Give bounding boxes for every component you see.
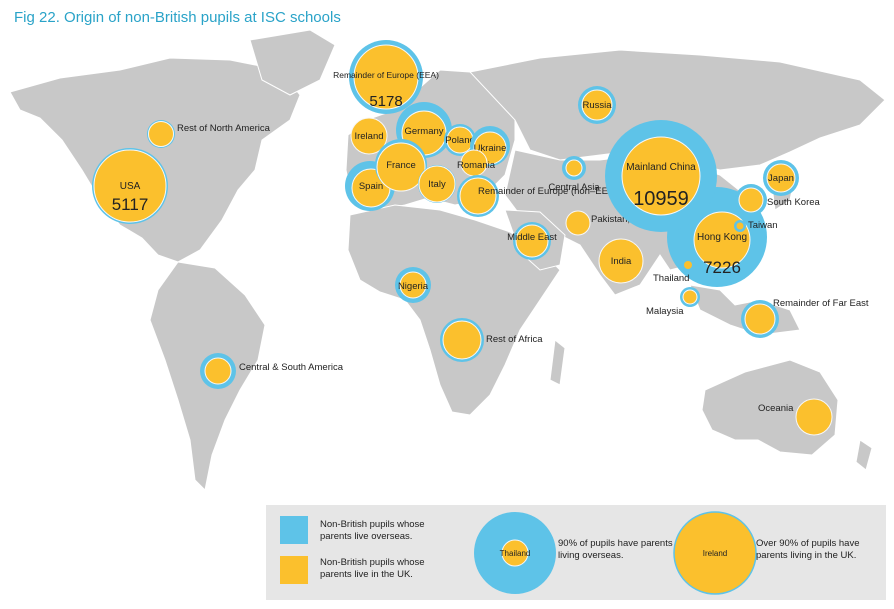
bubble-remainder-far-east: Remainder of Far East [741,298,869,338]
legend-overseas-swatch [280,516,308,544]
label-ukraine: Ukraine [474,143,507,154]
label-thailand: Thailand [653,273,689,284]
label-middle-east: Middle East [507,232,557,243]
legend-example-ireland: Ireland [673,511,757,595]
legend-example-ireland-label: Ireland [703,549,727,558]
legend-overseas-text: Non-British pupils whose parents live ov… [320,519,425,542]
africa-landmass [347,204,561,416]
label-south-korea: South Korea [767,197,821,208]
label-japan: Japan [768,173,794,184]
label-russia: Russia [582,100,612,111]
bubble-italy: Italy [418,165,456,203]
label-remainder-europe-non-eea: Remainder of Europe (non–EEA) [478,186,617,197]
legend-uk-swatch [280,556,308,584]
label-usa: USA [120,181,141,192]
label-remainder-europe-eea: Remainder of Europe (EEA) [333,70,439,80]
bubble-middle-east: Middle East [507,222,557,260]
bubble-remainder-europe-eea: Remainder of Europe (EEA) 5178 [333,40,439,114]
bubble-malaysia: Malaysia [646,287,700,317]
label-italy: Italy [428,179,446,190]
bubble-nigeria: Nigeria [395,267,431,303]
bubble-romania: Romania [457,149,496,177]
legend-uk-text: Non-British pupils whose parents live in… [320,557,425,580]
label-rest-north-america: Rest of North America [177,123,271,134]
label-india: India [611,256,632,267]
legend-panel: Non-British pupils whose parents live ov… [266,505,886,600]
bubble-remainder-europe-non-eea: Remainder of Europe (non–EEA) [457,175,617,217]
new-zealand-landmass [855,439,873,471]
greenland-landmass [249,29,336,96]
bubble-usa: USA 5117 [92,148,168,224]
bubble-oceania: Oceania [758,398,833,436]
label-central-south-america: Central & South America [239,362,344,373]
madagascar-landmass [549,339,566,386]
legend-example-thailand-label: Thailand [500,549,531,558]
value-remainder-europe-eea: 5178 [369,93,402,110]
world-map: USA 5117 Rest of North America Central &… [9,29,886,492]
bubble-central-asia: Central Asia [548,156,600,193]
legend-example-thailand: Thailand [474,512,556,594]
bubble-thailand: Thailand [653,256,697,284]
label-nigeria: Nigeria [398,281,429,292]
legend-example2-text: Over 90% of pupils have parents living i… [756,538,860,561]
value-usa: 5117 [112,195,149,214]
label-spain: Spain [359,181,383,192]
bubble-central-south-america: Central & South America [200,353,344,389]
bubble-rest-of-africa: Rest of Africa [440,318,543,362]
bubble-japan: Japan [763,160,799,196]
label-oceania: Oceania [758,403,794,414]
bubble-ireland: Ireland [350,117,388,155]
label-ireland: Ireland [354,131,383,142]
bubble-india: India [598,238,644,284]
label-romania: Romania [457,160,496,171]
value-mainland-china: 10959 [633,188,689,210]
label-taiwan: Taiwan [748,220,778,231]
bubble-south-korea: South Korea [735,184,821,216]
bubble-taiwan: Taiwan [734,220,778,232]
figure-title: Fig 22. Origin of non-British pupils at … [14,9,341,26]
bubble-rest-north-america: Rest of North America [147,120,271,148]
label-poland: Poland [445,135,475,146]
bubble-france: France [375,139,427,192]
label-france: France [386,160,416,171]
label-germany: Germany [404,126,443,137]
origin-bubbles: USA 5117 Rest of North America Central &… [92,40,869,436]
bubble-russia: Russia [578,86,616,124]
bubble-mainland-china: Mainland China 10959 [605,120,717,232]
label-malaysia: Malaysia [646,306,684,317]
label-hong-kong: Hong Kong [697,232,747,243]
label-remainder-far-east: Remainder of Far East [773,298,869,309]
value-hong-kong: 7226 [703,258,741,277]
legend-example1-text: 90% of pupils have parents living overse… [558,538,673,561]
label-central-asia: Central Asia [548,182,600,193]
label-rest-of-africa: Rest of Africa [486,334,543,345]
label-mainland-china: Mainland China [626,162,696,173]
